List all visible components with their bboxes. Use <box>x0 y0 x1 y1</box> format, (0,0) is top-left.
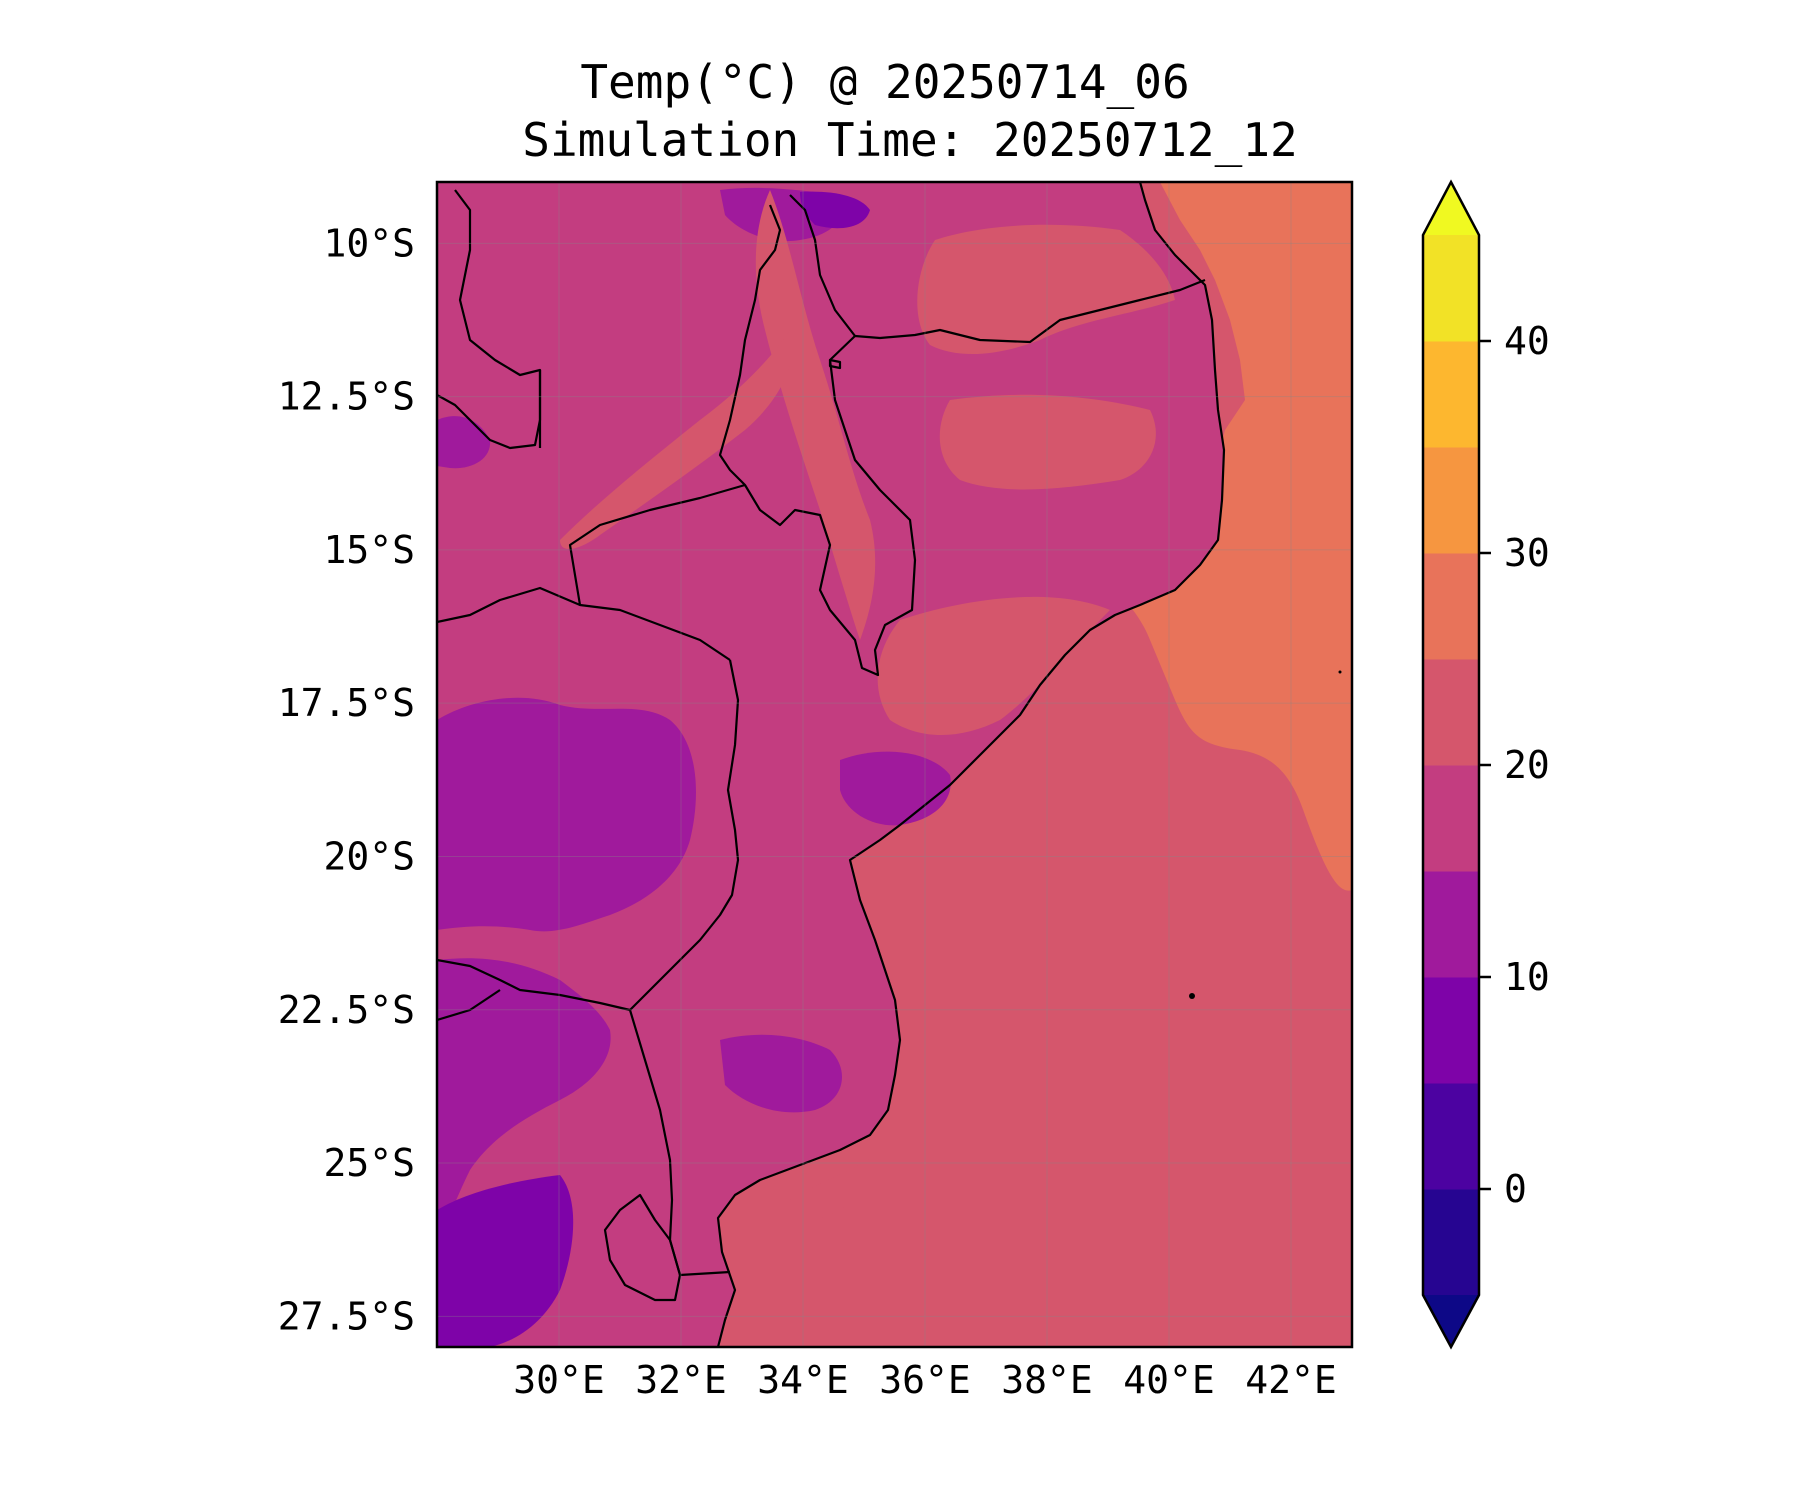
warm-streak-coastal <box>877 596 1110 735</box>
borders-layer <box>437 182 1226 1347</box>
lat-tick-label: 27.5°S <box>278 1294 415 1338</box>
coldest-pocket-north <box>800 191 870 229</box>
gridlines <box>437 182 1352 1347</box>
colorbar-bin <box>1423 1083 1479 1190</box>
warm-patch-southeast-land <box>790 1150 881 1220</box>
colorbar: 0 10 20 30 40 <box>1421 179 1550 1350</box>
border-tanzania-mozambique <box>854 278 1206 344</box>
coldest-pocket <box>437 1175 574 1347</box>
colorbar-bin <box>1423 235 1479 342</box>
temperature-field <box>437 182 1352 1347</box>
colorbar-bin <box>1423 553 1479 660</box>
warm-streak-east <box>939 394 1156 490</box>
longitude-tick-labels: 30°E 32°E 34°E 36°E 38°E 40°E 42°E <box>513 1358 1337 1402</box>
lon-tick-label: 30°E <box>513 1358 605 1402</box>
lat-tick-label: 25°S <box>323 1141 415 1185</box>
figure-title-line2: Simulation Time: 20250712_12 <box>522 113 1297 167</box>
colorbar-bin <box>1423 765 1479 872</box>
border-eswatini <box>603 1193 682 1302</box>
colorbar-tick-label: 30 <box>1504 531 1550 575</box>
latitude-tick-labels: 10°S 12.5°S 15°S 17.5°S 20°S 22.5°S 25°S 27.5°S <box>278 221 415 1338</box>
colorbar-bin <box>1423 659 1479 766</box>
lon-tick-label: 42°E <box>1245 1358 1337 1402</box>
map-panel: 30°E 32°E 34°E 36°E 38°E 40°E 42°E 10°S12.5°S1… <box>278 180 1354 1402</box>
lat-tick-label: 12.5°S <box>278 375 415 419</box>
lake-malawi-islands <box>828 358 842 370</box>
border-maputo-south <box>679 1270 731 1277</box>
warm-streak-northeast <box>917 224 1175 355</box>
colorbar-bin <box>1423 341 1479 448</box>
colorbar-outline <box>1421 179 1481 1350</box>
colorbar-tick-label: 0 <box>1504 1167 1527 1211</box>
map-frame <box>435 180 1354 1349</box>
colorbar-bin <box>1423 447 1479 554</box>
border-zambia-zimbabwe <box>437 586 581 624</box>
cold-patch-west-upper <box>437 416 491 469</box>
colorbar-bin <box>1423 977 1479 1084</box>
cold-patch-south <box>720 1034 842 1113</box>
lon-tick-label: 38°E <box>1001 1358 1093 1402</box>
lon-tick-label: 32°E <box>635 1358 727 1402</box>
border-malawi <box>718 194 917 677</box>
lon-tick-label: 36°E <box>879 1358 971 1402</box>
colorbar-extend-max <box>1423 182 1479 235</box>
offshore-warm-band <box>1112 182 1352 891</box>
border-zimbabwe-mozambique <box>629 659 740 1011</box>
figure-title-line1: Temp(°C) @ 20250714_06 <box>580 55 1189 109</box>
colorbar-tick-label: 40 <box>1504 319 1550 363</box>
lat-tick-label: 15°S <box>323 528 415 572</box>
colorbar-bin <box>1423 871 1479 978</box>
island-dot-small <box>1338 670 1342 674</box>
cold-southwest-zone <box>437 958 611 1240</box>
border-zambia-mozambique <box>568 483 746 661</box>
warm-streak-diagonal <box>560 330 793 550</box>
lat-tick-label: 20°S <box>323 834 415 878</box>
colorbar-extend-min <box>1423 1295 1479 1347</box>
colorbar-tick-label: 20 <box>1504 743 1550 787</box>
lon-tick-label: 40°E <box>1123 1358 1215 1402</box>
island-dot <box>1189 993 1195 999</box>
border-zimbabwe-south <box>437 958 631 1012</box>
colorbar-tick-label: 10 <box>1504 955 1550 999</box>
border-botswana <box>437 989 501 1022</box>
warm-streak-rift <box>755 190 876 640</box>
lon-tick-label: 34°E <box>757 1358 849 1402</box>
lat-tick-label: 10°S <box>323 221 415 265</box>
colorbar-bin <box>1423 1189 1479 1296</box>
cold-interior-zone <box>437 697 696 932</box>
lat-tick-label: 17.5°S <box>278 681 415 725</box>
lat-tick-label: 22.5°S <box>278 988 415 1032</box>
coastline <box>716 182 1226 1347</box>
